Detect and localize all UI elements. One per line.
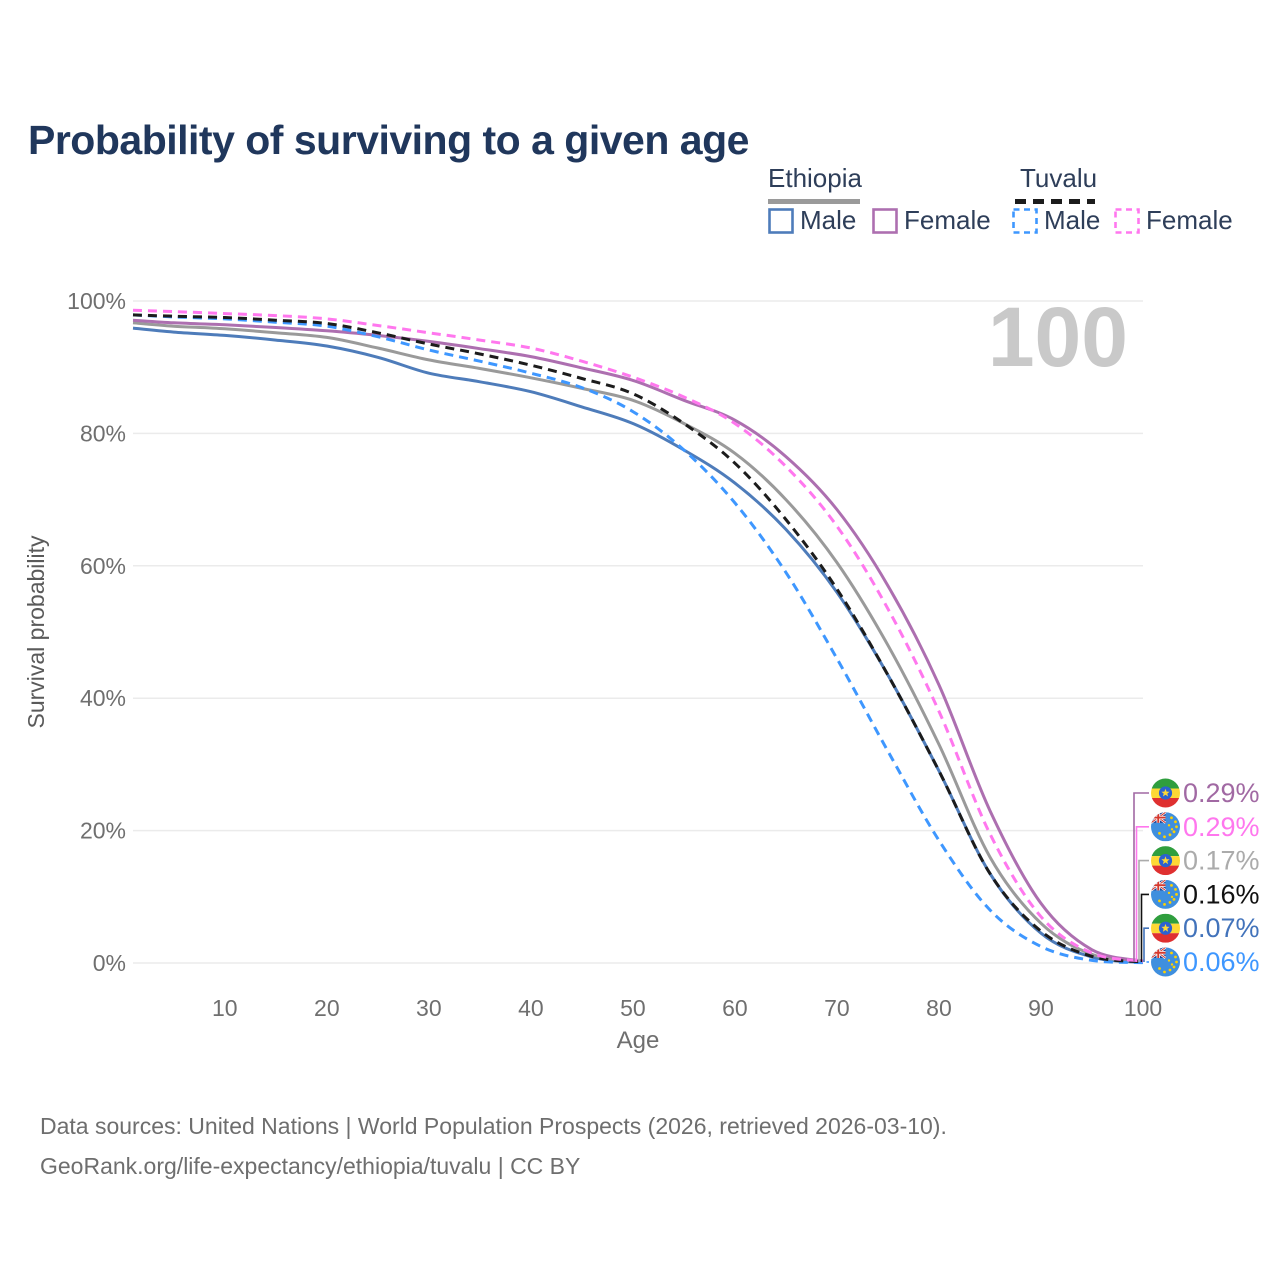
legend-ethiopia-underline (768, 191, 860, 209)
footer-line-2: GeoRank.org/life-expectancy/ethiopia/tuv… (40, 1153, 581, 1179)
legend-item-label: Female (904, 205, 991, 235)
y-tick-60%: 60% (80, 553, 126, 579)
legend-item-label: Male (1044, 205, 1101, 235)
y-tick-80%: 80% (80, 420, 126, 446)
x-tick-60: 60 (722, 995, 748, 1021)
legend-item-tuvalu-female[interactable]: Female (1114, 205, 1233, 236)
legend-swatch-tuvalu-male (1012, 207, 1038, 234)
x-axis-title: Age (617, 1027, 660, 1054)
y-tick-20%: 20% (80, 818, 126, 844)
legend-item-label: Male (800, 205, 857, 235)
series-line-tuvalu-total[interactable] (132, 313, 1144, 964)
x-tick-30: 30 (416, 995, 442, 1021)
ethiopia-flag-icon (1151, 779, 1180, 808)
end-label-value: 0.07% (1183, 913, 1260, 943)
x-tick-10: 10 (212, 995, 238, 1021)
tuvalu-flag-icon (1151, 948, 1180, 977)
gridlines (133, 300, 1143, 964)
series-line-ethiopia-female[interactable] (132, 318, 1144, 963)
series-lines (132, 308, 1144, 965)
legend-item-tuvalu-male[interactable]: Male (1012, 205, 1100, 236)
ethiopia-flag-icon (1151, 914, 1180, 943)
end-label-value: 0.17% (1183, 846, 1260, 876)
tuvalu-flag-icon (1151, 812, 1180, 841)
series-line-ethiopia-male[interactable] (132, 326, 1144, 964)
legend-swatch-ethiopia-female (872, 207, 898, 234)
end-label-value: 0.06% (1183, 947, 1260, 977)
legend-swatch-tuvalu-female (1114, 207, 1140, 234)
end-label-connector (1140, 893, 1149, 962)
y-axis-title: Survival probability (23, 535, 49, 729)
end-labels: 0.29% 0.29% 0.17%0.16% 0.07% 0.06% (1133, 778, 1260, 977)
x-tick-50: 50 (620, 995, 646, 1021)
legend-swatch-ethiopia-male (768, 207, 794, 234)
y-tick-40%: 40% (80, 685, 126, 711)
footer-line-1: Data sources: United Nations | World Pop… (40, 1113, 947, 1139)
series-line-tuvalu-female[interactable] (132, 308, 1144, 963)
x-tick-20: 20 (314, 995, 340, 1021)
x-tick-90: 90 (1028, 995, 1054, 1021)
series-line-tuvalu-male[interactable] (132, 313, 1144, 965)
end-label-value: 0.29% (1183, 778, 1260, 808)
axis-labels: 0% 20% 40% 60% 80% 100% 10 20 30 40 50 60 70 80 90 100 A… (23, 288, 1162, 1054)
y-tick-100%: 100% (67, 288, 126, 314)
tuvalu-flag-icon (1151, 880, 1180, 909)
end-label-connector (1143, 927, 1149, 962)
x-tick-100: 100 (1124, 995, 1162, 1021)
data-source-footer: Data sources: United Nations | World Pop… (40, 1106, 947, 1186)
end-label-value: 0.29% (1183, 812, 1260, 842)
end-label-connector (1138, 859, 1149, 962)
x-tick-40: 40 (518, 995, 544, 1021)
ethiopia-flag-icon (1151, 846, 1180, 875)
x-tick-80: 80 (926, 995, 952, 1021)
legend-item-label: Female (1146, 205, 1233, 235)
end-label-value: 0.16% (1183, 879, 1260, 909)
legend-group-tuvalu-title[interactable]: Tuvalu (1020, 163, 1098, 193)
x-tick-70: 70 (824, 995, 850, 1021)
end-label-connector (1133, 792, 1149, 962)
y-tick-0%: 0% (93, 950, 126, 976)
legend-tuvalu-underline (1015, 191, 1095, 209)
age-watermark: 100 (988, 290, 1128, 384)
page-title: Probability of surviving to a given age (28, 117, 749, 164)
legend-item-ethiopia-male[interactable]: Male (768, 205, 856, 236)
end-label-connector (1135, 826, 1149, 962)
legend-group-ethiopia-title[interactable]: Ethiopia (768, 163, 862, 193)
legend-item-ethiopia-female[interactable]: Female (872, 205, 991, 236)
series-line-ethiopia-total[interactable] (132, 321, 1144, 964)
